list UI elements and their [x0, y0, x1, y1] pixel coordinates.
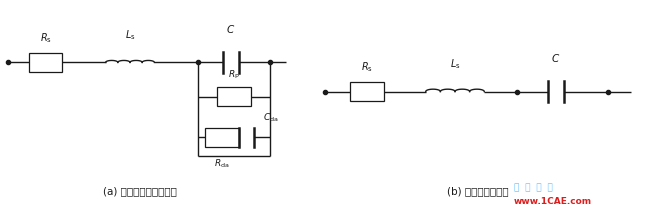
- FancyBboxPatch shape: [217, 87, 251, 106]
- Text: $C$: $C$: [226, 23, 235, 35]
- FancyBboxPatch shape: [205, 128, 239, 147]
- Text: 仿  真  在  线: 仿 真 在 线: [514, 184, 552, 193]
- Text: $L_\mathrm{s}$: $L_\mathrm{s}$: [125, 28, 135, 42]
- Text: $L_\mathrm{s}$: $L_\mathrm{s}$: [450, 57, 460, 71]
- Text: (b) 电容器简化模型: (b) 电容器简化模型: [447, 186, 508, 196]
- FancyBboxPatch shape: [350, 82, 384, 101]
- Text: $R_\mathrm{s}$: $R_\mathrm{s}$: [40, 31, 51, 45]
- Text: $R_\mathrm{da}$: $R_\mathrm{da}$: [214, 157, 229, 170]
- FancyBboxPatch shape: [29, 53, 62, 72]
- Text: $C$: $C$: [551, 52, 560, 64]
- Text: www.1CAE.com: www.1CAE.com: [514, 197, 592, 206]
- Text: (a) 电容器实际等效电路: (a) 电容器实际等效电路: [103, 186, 177, 196]
- Text: $R_\mathrm{s}$: $R_\mathrm{s}$: [361, 60, 373, 74]
- Text: $C_\mathrm{da}$: $C_\mathrm{da}$: [263, 111, 278, 124]
- Text: $R_\mathrm{P}$: $R_\mathrm{P}$: [228, 69, 240, 81]
